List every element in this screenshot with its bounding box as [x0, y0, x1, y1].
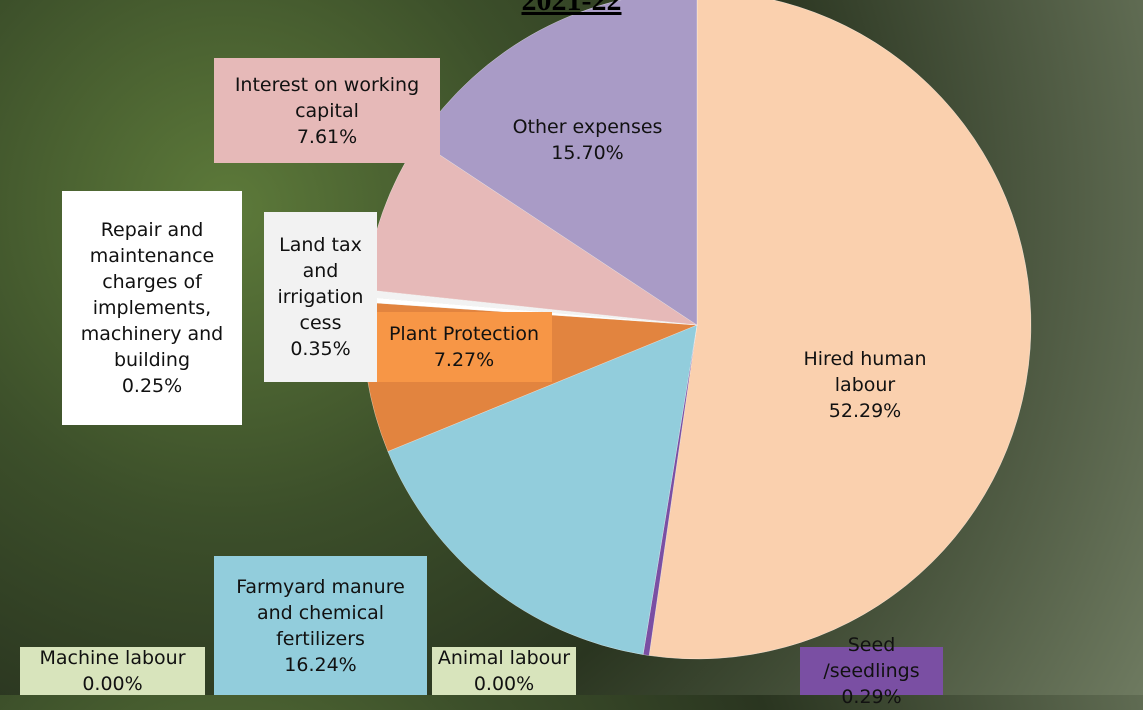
slice-label: Farmyard manure and chemical fertilizers… [214, 556, 427, 695]
slice-label: Repair and maintenance charges of implem… [62, 191, 242, 425]
slice-label: Machine labour 0.00% [20, 647, 205, 695]
slice-label: Interest on working capital 7.61% [214, 58, 440, 163]
slice-label: Seed /seedlings 0.29% [800, 634, 943, 708]
category-name: Interest on working capital [234, 73, 420, 122]
value-label: 52.29% [828, 400, 902, 422]
category-name: Seed /seedlings [823, 634, 920, 682]
value-label: 0.00% [473, 673, 535, 695]
slice-label: Other expenses 15.70% [490, 105, 685, 175]
category-name: Land tax and irrigation cess [277, 234, 364, 334]
category-name: Machine labour [39, 647, 186, 669]
category-name: Repair and maintenance charges of implem… [80, 219, 224, 371]
value-label: 0.25% [121, 375, 183, 397]
value-label: 7.61% [296, 125, 358, 148]
category-name: Other expenses [512, 116, 663, 138]
category-name: Animal labour [437, 647, 571, 669]
pie-area [362, 0, 1032, 660]
value-label: 15.70% [551, 142, 624, 164]
value-label: 0.35% [290, 338, 351, 360]
value-label: 0.00% [82, 673, 143, 695]
pie-slice [387, 324, 698, 655]
slice-label: Hired human labour 52.29% [770, 330, 960, 440]
slice-label: Animal labour 0.00% [432, 647, 576, 695]
chart: 2021-22 Hired human labour 52.29% Seed /se… [20, 0, 1032, 708]
category-name: Farmyard manure and chemical fertilizers [236, 575, 405, 650]
slice-label: Land tax and irrigation cess 0.35% [264, 212, 377, 382]
value-label: 0.29% [841, 686, 902, 708]
chart-title: 2021-22 [521, 0, 622, 17]
value-label: 16.24% [284, 653, 357, 676]
category-name: Hired human labour [803, 348, 927, 396]
pie-slice [648, 0, 1032, 660]
value-label: 7.27% [433, 349, 495, 371]
slice-label: Plant Protection 7.27% [376, 312, 552, 382]
category-name: Plant Protection [388, 323, 540, 345]
